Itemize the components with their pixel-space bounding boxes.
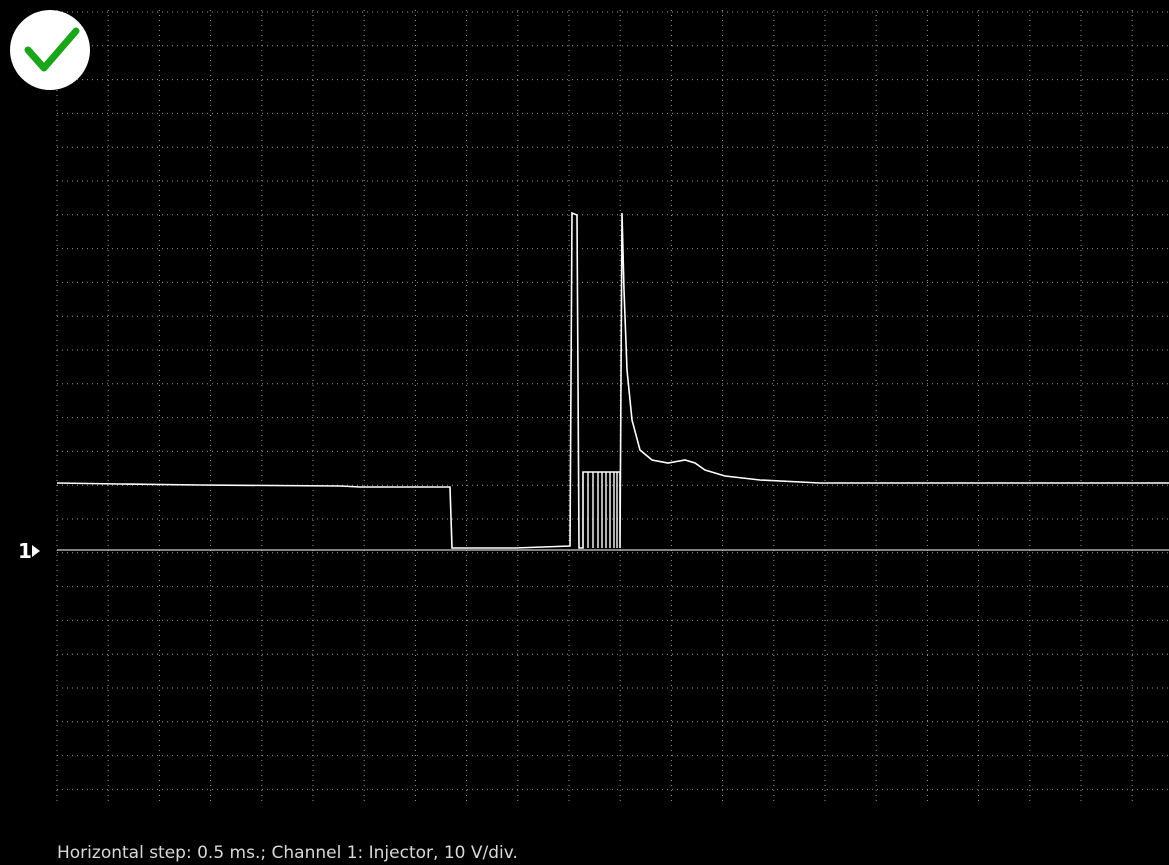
- chopping-pulses: [587, 472, 618, 548]
- marker-arrow: [32, 545, 40, 557]
- waveform: [56, 211, 1169, 549]
- status-icon: [10, 10, 90, 90]
- grid: [56, 10, 1169, 802]
- caption: Horizontal step: 0.5 ms.; Channel 1: Inj…: [57, 843, 518, 863]
- channel-marker: 1: [18, 539, 32, 563]
